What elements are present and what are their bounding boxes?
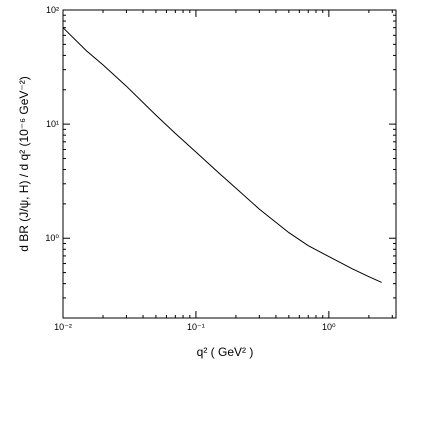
plot-frame xyxy=(62,9,397,319)
y-tick-label: 10⁰ xyxy=(45,233,59,243)
series-line xyxy=(62,27,382,283)
x-tick-labels: 10⁻² 10⁻¹ 10⁰ xyxy=(54,322,336,332)
major-ticks xyxy=(62,9,396,318)
minor-ticks xyxy=(63,10,396,319)
y-tick-label: 10¹ xyxy=(46,119,59,129)
y-tick-label: 10² xyxy=(46,5,59,15)
y-tick-labels: 10⁰ 10¹ 10² xyxy=(45,5,59,243)
x-tick-label: 10⁰ xyxy=(322,322,336,332)
x-tick-label: 10⁻¹ xyxy=(187,322,205,332)
y-axis-label: d BR (J/ψ, H) / d q² (10⁻⁶ GeV⁻²) xyxy=(17,76,31,252)
x-axis-label: q² ( GeV² ) xyxy=(197,345,254,359)
x-tick-label: 10⁻² xyxy=(54,322,72,332)
